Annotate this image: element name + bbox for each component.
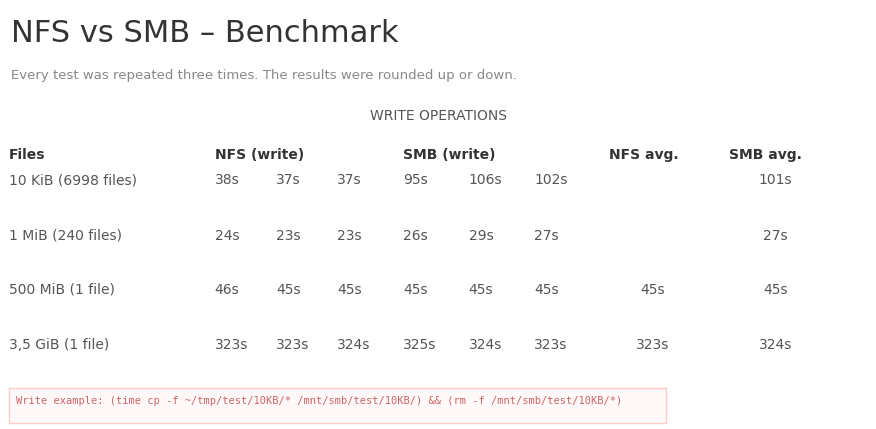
Text: 324s: 324s <box>337 338 371 352</box>
Text: 45s: 45s <box>276 283 300 296</box>
Text: Files: Files <box>9 148 46 162</box>
Text: 24s: 24s <box>215 229 239 243</box>
Text: 23s: 23s <box>337 229 362 243</box>
Text: 29s: 29s <box>469 229 493 243</box>
Text: 323s: 323s <box>215 338 248 352</box>
Text: 38s: 38s <box>215 173 239 187</box>
Text: 1 MiB (240 files): 1 MiB (240 files) <box>9 229 122 243</box>
Text: 325s: 325s <box>403 338 436 352</box>
Text: SMB (write): SMB (write) <box>403 148 496 162</box>
Text: SMB avg.: SMB avg. <box>729 148 802 162</box>
Text: 27s: 27s <box>534 229 559 243</box>
Text: NFS vs SMB – Benchmark: NFS vs SMB – Benchmark <box>11 19 398 48</box>
Text: 323s: 323s <box>636 338 669 352</box>
Text: 3,5 GiB (1 file): 3,5 GiB (1 file) <box>9 338 109 352</box>
Text: 45s: 45s <box>469 283 493 296</box>
Text: 46s: 46s <box>215 283 239 296</box>
Text: 95s: 95s <box>403 173 427 187</box>
Text: 37s: 37s <box>652 173 680 187</box>
Text: WRITE OPERATIONS: WRITE OPERATIONS <box>370 109 506 124</box>
Text: 27s: 27s <box>763 229 788 243</box>
Text: 45s: 45s <box>640 283 665 296</box>
Text: 45s: 45s <box>763 283 788 296</box>
Text: 23s: 23s <box>276 229 300 243</box>
Text: 323s: 323s <box>276 338 309 352</box>
Text: 37s: 37s <box>337 173 362 187</box>
Text: NFS (write): NFS (write) <box>215 148 304 162</box>
Text: 324s: 324s <box>759 338 792 352</box>
Text: Write example: (time cp -f ~/tmp/test/10KB/* /mnt/smb/test/10KB/) && (rm -f /mnt: Write example: (time cp -f ~/tmp/test/10… <box>16 396 622 406</box>
Text: 45s: 45s <box>403 283 427 296</box>
Text: 45s: 45s <box>534 283 559 296</box>
Text: 500 MiB (1 file): 500 MiB (1 file) <box>9 283 115 296</box>
Text: NFS avg.: NFS avg. <box>610 148 679 162</box>
Text: 37s: 37s <box>276 173 300 187</box>
Text: 102s: 102s <box>534 173 568 187</box>
Text: 26s: 26s <box>403 229 427 243</box>
Text: 45s: 45s <box>337 283 362 296</box>
Text: Every test was repeated three times. The results were rounded up or down.: Every test was repeated three times. The… <box>11 69 516 82</box>
Text: 23s: 23s <box>652 229 680 243</box>
Text: 10 KiB (6998 files): 10 KiB (6998 files) <box>9 173 137 187</box>
Text: 101s: 101s <box>759 173 792 187</box>
Text: 323s: 323s <box>534 338 568 352</box>
Text: 324s: 324s <box>469 338 502 352</box>
Text: 106s: 106s <box>469 173 502 187</box>
